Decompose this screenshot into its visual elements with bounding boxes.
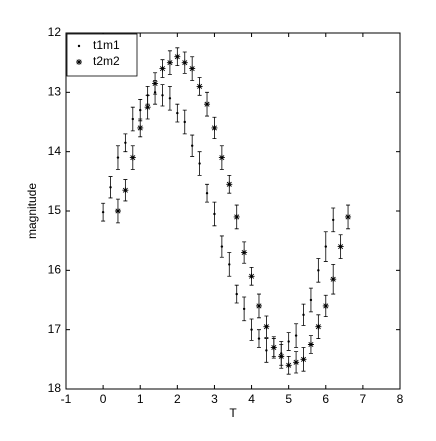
asterisk-marker xyxy=(322,302,329,309)
dot-marker xyxy=(309,298,313,302)
dot-marker xyxy=(294,334,298,337)
asterisk-marker xyxy=(114,208,121,214)
x-axis-label: T xyxy=(229,406,237,420)
asterisk-marker xyxy=(189,65,196,72)
y-tick-label: 13 xyxy=(48,85,62,99)
asterisk-marker xyxy=(300,356,307,363)
dot-marker xyxy=(190,144,194,147)
dot-marker xyxy=(287,340,290,343)
asterisk-marker xyxy=(307,341,314,348)
dot-marker xyxy=(198,162,201,165)
dot-marker xyxy=(235,292,238,296)
asterisk-marker xyxy=(144,104,151,111)
asterisk-marker xyxy=(166,59,173,66)
x-tick-label: 0 xyxy=(100,392,107,406)
asterisk-marker xyxy=(255,302,262,309)
plot-frame xyxy=(65,32,401,390)
dot-marker xyxy=(205,192,209,195)
legend-box xyxy=(66,33,138,77)
dot-marker xyxy=(168,97,172,100)
dot-marker xyxy=(324,245,327,248)
asterisk-marker xyxy=(159,65,166,72)
x-tick-label: 3 xyxy=(211,392,218,406)
asterisk-marker xyxy=(152,80,159,87)
dot-marker xyxy=(183,120,186,124)
y-tick-label: 18 xyxy=(48,381,62,395)
legend-label: t2m2 xyxy=(93,54,120,68)
dot-marker xyxy=(176,111,179,115)
asterisk-marker xyxy=(337,243,344,250)
asterisk-marker xyxy=(278,353,285,360)
dot-marker xyxy=(116,156,120,159)
dot-marker xyxy=(109,186,112,189)
dot-marker xyxy=(257,337,261,340)
dot-marker xyxy=(139,108,142,112)
dot-marker xyxy=(302,313,305,317)
x-tick-label: 5 xyxy=(285,392,292,406)
asterisk-marker xyxy=(122,187,129,194)
dot-marker xyxy=(124,141,127,144)
x-tick-label: 4 xyxy=(248,392,255,406)
asterisk-marker xyxy=(285,362,292,369)
asterisk-marker xyxy=(315,323,322,330)
asterisk-marker xyxy=(345,213,352,220)
y-tick-label: 16 xyxy=(48,263,62,277)
x-tick-label: -1 xyxy=(61,392,72,406)
asterisk-marker xyxy=(270,344,277,351)
asterisk-marker xyxy=(330,276,337,283)
y-tick-label: 12 xyxy=(48,25,62,39)
x-tick-label: 8 xyxy=(397,392,404,406)
asterisk-marker xyxy=(137,124,144,131)
y-tick-label: 15 xyxy=(48,203,62,217)
dot-marker xyxy=(242,307,246,311)
asterisk-marker xyxy=(181,59,188,66)
y-axis-label: magnitude xyxy=(25,183,39,239)
asterisk-marker xyxy=(293,359,300,366)
dot-marker xyxy=(317,269,320,272)
legend-label: t1m1 xyxy=(93,38,120,52)
asterisk-marker xyxy=(174,53,181,60)
dot-marker xyxy=(228,263,231,266)
y-tick-label: 17 xyxy=(48,322,62,336)
legend-marker xyxy=(76,59,82,65)
dot-marker xyxy=(332,218,335,222)
dot-marker xyxy=(101,210,105,214)
asterisk-marker xyxy=(233,213,240,220)
asterisk-marker xyxy=(129,154,136,161)
dot-marker xyxy=(131,117,134,121)
dot-marker xyxy=(265,349,268,352)
asterisk-marker xyxy=(196,83,203,90)
y-tick-label: 14 xyxy=(48,144,62,158)
x-tick-label: 2 xyxy=(174,392,181,406)
dot-marker xyxy=(161,94,164,97)
x-tick-label: 6 xyxy=(322,392,329,406)
x-tick-label: 1 xyxy=(137,392,144,406)
legend: t1m1 t2m2 xyxy=(66,33,138,77)
asterisk-marker xyxy=(263,323,270,330)
dot-marker xyxy=(250,328,253,331)
asterisk-marker xyxy=(226,181,233,188)
legend-marker xyxy=(77,44,81,48)
x-tick-label: 7 xyxy=(360,392,367,406)
asterisk-marker xyxy=(241,249,248,256)
asterisk-marker xyxy=(218,154,225,161)
dot-marker xyxy=(213,212,216,216)
asterisk-marker xyxy=(204,101,211,108)
dot-marker xyxy=(220,245,224,248)
asterisk-marker xyxy=(211,124,218,131)
asterisk-marker xyxy=(248,273,255,280)
